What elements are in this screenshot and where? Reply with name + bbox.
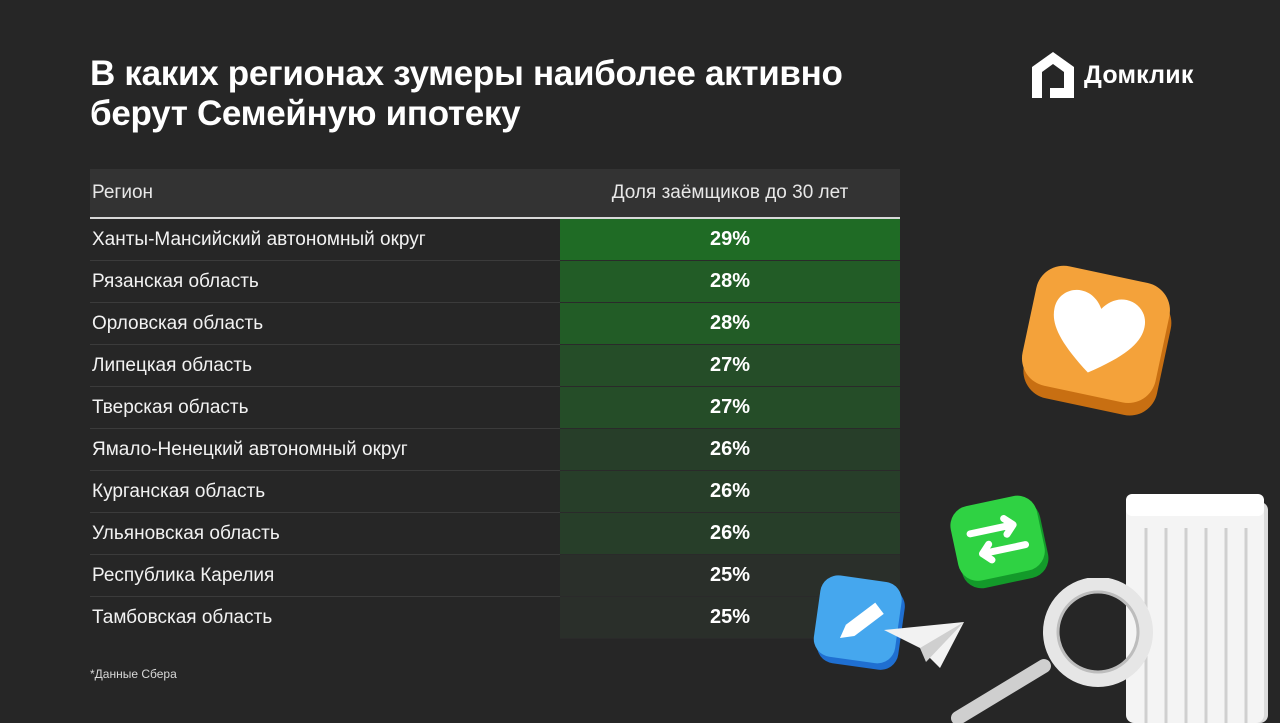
share-cell: 28% bbox=[560, 261, 900, 303]
column-header-share: Доля заёмщиков до 30 лет bbox=[611, 182, 849, 203]
share-cell: 26% bbox=[560, 471, 900, 513]
region-cell: Тамбовская область bbox=[92, 607, 273, 628]
region-cell: Рязанская область bbox=[90, 261, 560, 303]
region-cell: Ямало-Ненецкий автономный округ bbox=[90, 429, 560, 471]
table-row: Ульяновская область 26% bbox=[90, 513, 900, 555]
region-cell: Курганская область bbox=[90, 471, 560, 513]
data-table: Регион Доля заёмщиков до 30 лет Ханты-Ма… bbox=[90, 169, 900, 639]
brand-logo: Домклик bbox=[1030, 50, 1194, 100]
table-row: Тверская область 27% bbox=[90, 387, 900, 429]
paper-plane-icon bbox=[884, 622, 964, 668]
heart-icon bbox=[1021, 265, 1172, 416]
table-header: Регион Доля заёмщиков до 30 лет bbox=[90, 169, 900, 219]
footnote: *Данные Сбера bbox=[90, 667, 177, 681]
region-cell: Липецкая область bbox=[90, 345, 560, 387]
table-row: Тамбовская область 25% bbox=[90, 597, 900, 639]
page-title: В каких регионах зумеры наиболее активно… bbox=[90, 54, 930, 134]
share-cell: 29% bbox=[560, 219, 900, 261]
region-cell: Орловская область bbox=[90, 303, 560, 345]
table-row: Орловская область 28% bbox=[90, 303, 900, 345]
region-cell: Ульяновская область bbox=[90, 513, 560, 555]
table-body: Ханты-Мансийский автономный округ 29% Ряза… bbox=[90, 219, 900, 639]
table-row: Рязанская область 28% bbox=[90, 261, 900, 303]
building-icon bbox=[1126, 494, 1268, 723]
logo-text: Домклик bbox=[1084, 60, 1194, 89]
share-cell: 27% bbox=[560, 387, 900, 429]
table-row: Ханты-Мансийский автономный округ 29% bbox=[90, 219, 900, 261]
region-cell: Тверская область bbox=[90, 387, 560, 429]
region-cell: Республика Карелия bbox=[90, 555, 560, 597]
table-row: Ямало-Ненецкий автономный округ 26% bbox=[90, 429, 900, 471]
magnifier-icon bbox=[951, 578, 1153, 723]
share-cell: 27% bbox=[560, 345, 900, 387]
edit-pencil-icon bbox=[813, 575, 905, 670]
share-cell: 28% bbox=[560, 303, 900, 345]
table-row: Липецкая область 27% bbox=[90, 345, 900, 387]
column-header-region: Регион bbox=[92, 182, 154, 203]
table-row: Республика Карелия 25% bbox=[90, 555, 900, 597]
title-line-2: берут Семейную ипотеку bbox=[90, 94, 521, 133]
table-row: Курганская область 26% bbox=[90, 471, 900, 513]
transfer-arrows-icon bbox=[950, 495, 1049, 589]
domclick-house-icon bbox=[1032, 52, 1074, 98]
region-cell: Ханты-Мансийский автономный округ bbox=[90, 219, 560, 261]
share-cell: 26% bbox=[560, 513, 900, 555]
title-line-1: В каких регионах зумеры наиболее активно bbox=[90, 54, 843, 93]
share-cell: 26% bbox=[560, 429, 900, 471]
